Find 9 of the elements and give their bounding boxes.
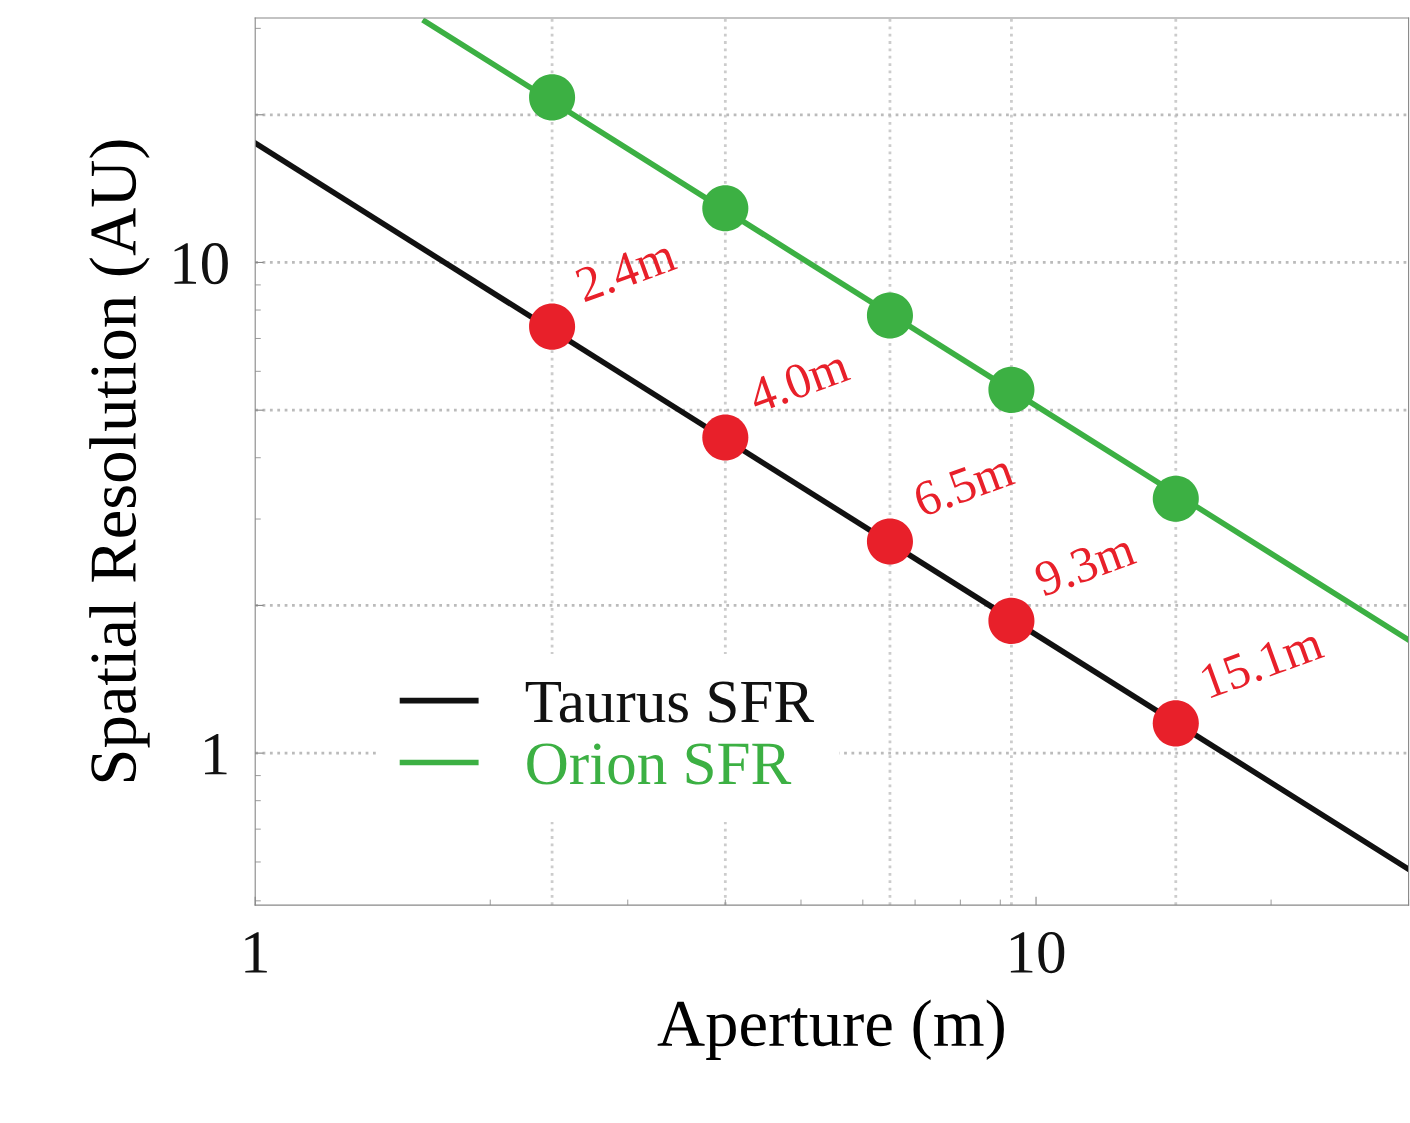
y-axis-title: Spatial Resolution (AU) xyxy=(89,140,150,782)
legend-label: Orion SFR xyxy=(527,743,792,785)
annotation: 15.1m xyxy=(1199,625,1326,699)
annotation: 9.3m xyxy=(1032,531,1138,598)
annotation: 4.0m xyxy=(746,347,852,414)
x-axis-title: Aperture (m) xyxy=(657,999,1004,1060)
legend-label: Taurus SFR xyxy=(525,681,815,723)
annotation: 6.5m xyxy=(911,452,1017,518)
annotation: 2.4m xyxy=(574,237,679,303)
